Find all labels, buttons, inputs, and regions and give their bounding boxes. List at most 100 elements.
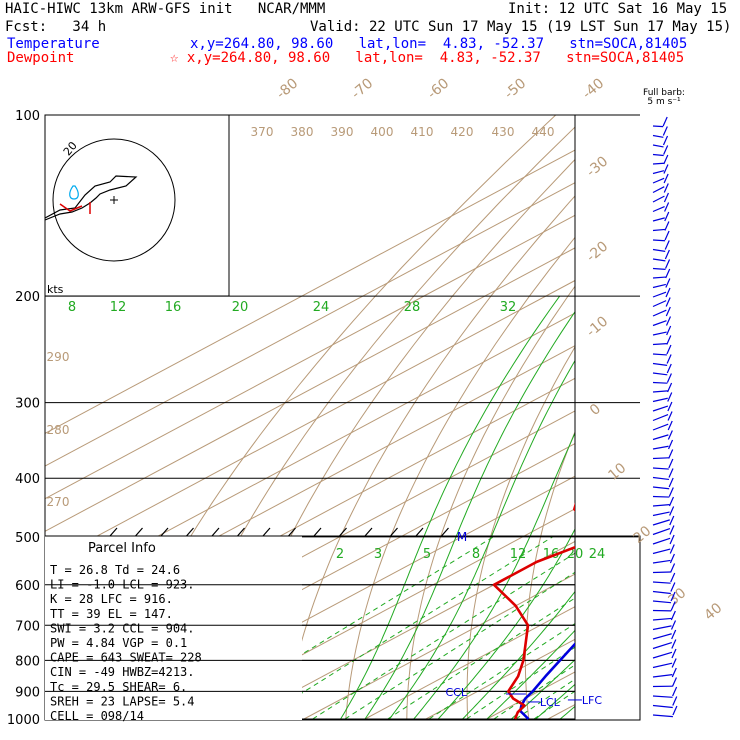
pressure-label: 1000	[7, 713, 40, 728]
hodograph-storm-motion	[59, 203, 83, 212]
moist-adiabat-line	[559, 705, 575, 720]
wind-barb	[652, 590, 671, 595]
mixing-ratio-line	[196, 536, 494, 720]
moist-adiabat-label: 24	[313, 300, 330, 315]
pressure-label: 800	[15, 654, 40, 669]
mixing-ratio-line	[533, 690, 575, 720]
wind-barb	[652, 434, 669, 441]
wind-barb	[652, 331, 667, 336]
wind-barb	[652, 495, 670, 498]
moist-adiabat-line	[413, 431, 575, 720]
isotherm-label: -20	[584, 238, 612, 265]
wind-barb-flag	[672, 696, 678, 706]
wind-barb-flag	[663, 183, 669, 193]
dry-adiabat-line	[689, 114, 740, 719]
wind-barb-flag	[670, 601, 676, 611]
moist-adiabat-label: 16	[165, 300, 182, 315]
wind-barb-flag	[670, 610, 676, 621]
mixing-ratio-line	[387, 597, 575, 720]
freezing-tick	[364, 527, 373, 537]
wind-barb	[652, 527, 671, 536]
dewpoint-info: ☆ x,y=264.80, 98.60 lat,lon= 4.83, -52.3…	[170, 50, 685, 66]
wind-barb-flag	[669, 534, 675, 545]
parcel-info-row: SWI = 3.2 CCL = 904.	[50, 621, 195, 635]
wind-barb-flag	[671, 639, 677, 649]
mixing-ratio-line	[344, 571, 575, 720]
pressure-label: 500	[15, 531, 40, 546]
wind-barb-flag	[668, 458, 674, 469]
wind-barb-flag	[666, 373, 672, 383]
wind-barb	[652, 617, 672, 621]
theta-label: 270	[47, 495, 70, 509]
wind-barb-flag	[664, 211, 670, 222]
wind-barb	[652, 445, 669, 450]
wind-barb-flag	[668, 449, 674, 459]
isotherm-label: 40	[701, 600, 725, 624]
wind-barb-flag	[667, 411, 673, 421]
parcel-info-row: TT = 39 EL = 147.	[50, 607, 173, 621]
lower-frame	[575, 535, 641, 721]
mixing-ratio-label: 5	[423, 547, 431, 562]
valid-time: Valid: 22 UTC Sun 17 May 15 (19 LST Sun …	[310, 19, 732, 35]
barb-legend-units: 5 m s⁻¹	[647, 97, 681, 107]
wind-barb-flag	[665, 306, 671, 317]
freezing-tick	[390, 527, 398, 537]
wind-barb	[652, 537, 671, 545]
wind-barb	[652, 144, 664, 148]
wind-barb-flag	[671, 677, 677, 687]
wind-barb-flag	[666, 344, 672, 355]
freezing-tick	[262, 527, 271, 537]
wind-barb	[652, 600, 672, 604]
parcel-info-row: Tc = 29.5 SHEAR= 6.	[50, 680, 187, 694]
dry-adiabat-line	[524, 430, 575, 720]
isotherm-label: 10	[605, 460, 629, 484]
wind-barb-flag	[663, 164, 669, 174]
wind-barb	[652, 486, 670, 490]
wind-barb-flag	[669, 506, 675, 516]
temperature-profile	[519, 642, 575, 720]
dry-adiabat-line	[345, 236, 575, 720]
moist-adiabat-line	[364, 310, 575, 720]
wind-barb	[652, 397, 668, 403]
mixing-ratio-label: 8	[472, 547, 480, 562]
wind-barb	[652, 170, 665, 175]
wind-barb	[652, 714, 673, 718]
parcel-info-row: LI = -1.0 LCL = 923.	[50, 578, 195, 592]
freezing-tick	[109, 527, 118, 537]
wind-barb-flag	[670, 572, 676, 583]
barb-legend-title: Full barb:	[643, 88, 685, 98]
wind-barb	[652, 423, 669, 431]
wind-barb	[652, 186, 665, 194]
wind-barb-flag	[664, 249, 670, 260]
moist-adiabat-label: 8	[68, 300, 76, 315]
wind-barb-flag	[663, 173, 669, 184]
mixing-ratio-label: 2	[336, 547, 344, 562]
wind-barb-flag	[665, 287, 671, 298]
isotherm-line	[120, 475, 575, 720]
wind-barb-flag	[667, 439, 674, 450]
wind-barb	[652, 291, 667, 298]
theta-label: 370	[251, 125, 274, 139]
mixing-ratio-label: 12	[510, 547, 527, 562]
wind-barb-flag	[668, 487, 674, 497]
wind-barb-flag	[670, 582, 676, 592]
wind-barb	[652, 134, 664, 138]
pressure-label: 600	[15, 579, 40, 594]
freezing-tick	[135, 527, 143, 537]
theta-label: 430	[492, 125, 515, 139]
wind-barb	[652, 239, 666, 242]
wind-barb	[652, 125, 664, 128]
wind-barb	[652, 504, 670, 507]
wind-barb-flag	[666, 325, 672, 336]
wind-barb	[652, 559, 671, 564]
wind-barb-flag	[667, 420, 673, 431]
dry-adiabat-line	[636, 114, 740, 719]
parcel-info-row: T = 26.8 Td = 24.6	[50, 563, 180, 577]
mixing-ratio-label: 20	[567, 547, 584, 562]
freezing-tick	[415, 527, 424, 537]
wind-barb	[652, 343, 667, 346]
wind-barb-flag	[670, 591, 676, 602]
wind-barb-flag	[666, 354, 672, 364]
dry-adiabat-line	[406, 285, 575, 720]
wind-barb	[652, 300, 667, 308]
